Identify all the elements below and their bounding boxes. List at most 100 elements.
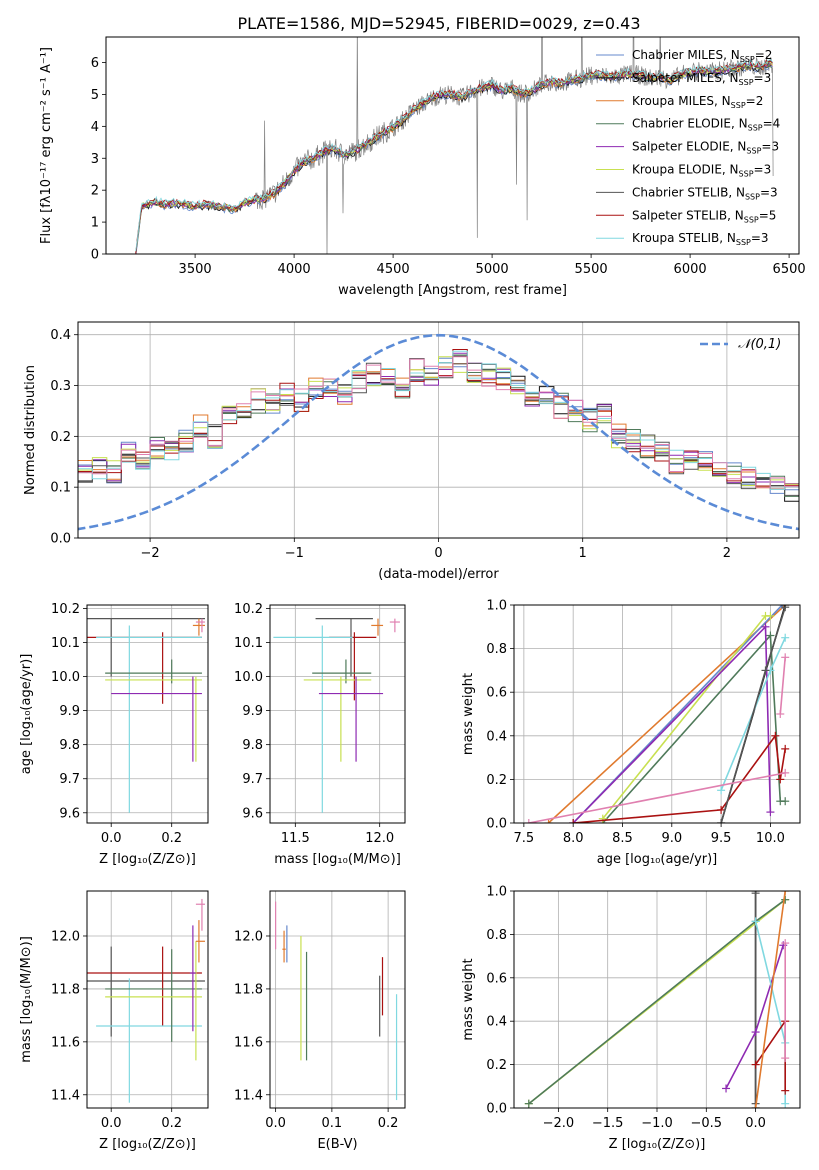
x-tick-label: 9.5: [711, 831, 732, 846]
error-bar-point: [273, 625, 353, 813]
y-tick-label: 1.0: [486, 599, 507, 614]
mass-weight-marker: [781, 633, 790, 642]
error-bar-point: [87, 618, 205, 677]
legend-subscript: SSP: [731, 101, 746, 110]
mass-vs-EBV-chart: 0.0 0.1 0.2 11.4 11.6 11.8 12.0 E(B-V): [234, 890, 406, 1152]
y-tick-label: 0.3: [50, 379, 71, 394]
error-bar-point: [189, 925, 196, 1032]
mass-weight-vs-age-plot-area: [524, 605, 790, 823]
mass-weight-marker: [781, 1086, 790, 1095]
y-tick-label: 12.0: [234, 929, 263, 944]
y-tick-label: 0.4: [50, 328, 71, 343]
age-vs-mass-plot-area: [273, 618, 400, 813]
spectrum-frame: [105, 36, 800, 255]
x-tick-label: 0.0: [265, 1116, 286, 1131]
mass-weight-marker: [771, 731, 780, 740]
mass-weight-marker: [524, 819, 533, 823]
legend-count: =5: [759, 208, 777, 222]
residual-histogram: [78, 350, 799, 491]
y-tick-label: 0.0: [486, 1102, 507, 1117]
y-tick-label: 0.1: [50, 481, 71, 496]
legend-label: Kroupa MILES, N: [632, 94, 731, 108]
mass-weight-marker: [781, 744, 790, 753]
y-tick-label: 0.2: [486, 1058, 507, 1073]
mass-weight-vs-Z-frame: [513, 890, 801, 1109]
mass-weight-series-line: [779, 657, 786, 715]
x-axis-label: Z [log₁₀(Z/Z⊙)]: [609, 1137, 706, 1152]
legend-count: =2: [746, 94, 764, 108]
x-tick-label: 0.2: [161, 1116, 182, 1131]
y-tick-label: 10.0: [234, 670, 263, 685]
legend-label: Chabrier MILES, N: [632, 48, 740, 62]
error-bar-point: [87, 946, 202, 1026]
legend-entry: Salpeter STELIB, NSSP=5: [632, 208, 776, 224]
y-tick-label: 1: [91, 216, 99, 231]
legend-subscript: SSP: [744, 215, 759, 224]
mass-weight-marker: [751, 917, 760, 926]
legend-entry: Salpeter MILES, NSSP=3: [632, 71, 771, 87]
legend-entry: Chabrier MILES, NSSP=2: [632, 48, 772, 64]
spectrum-plot-area: [135, 37, 774, 254]
y-tick-label: 1.0: [486, 885, 507, 900]
legend-subscript: SSP: [746, 147, 761, 156]
age-vs-mass-chart: 11.5 12.0 9.6 9.7 9.8 9.9 10.0 10.1 10.2 mass [lo…: [234, 602, 406, 867]
legend-label: Chabrier STELIB, N: [632, 185, 745, 199]
x-tick-label: 3500: [179, 262, 212, 277]
mass-weight-vs-Z-plot-area: [524, 891, 790, 1108]
mass-weight-marker: [569, 819, 578, 823]
mass-weight-marker: [766, 808, 775, 817]
mass-weight-marker: [722, 1084, 731, 1093]
x-tick-label: 1: [579, 546, 587, 561]
x-tick-label: −1.0: [641, 1116, 673, 1131]
y-tick-label: 4: [91, 120, 99, 135]
legend-entry: Kroupa STELIB, NSSP=3: [632, 231, 769, 247]
mass-vs-Z-frame: [86, 890, 209, 1109]
error-bar-point: [303, 676, 372, 762]
mass-vs-EBV-plot-area: [275, 901, 398, 1101]
x-tick-label: 4500: [377, 262, 410, 277]
legend-label: Kroupa ELODIE, N: [632, 163, 739, 177]
mass-weight-marker: [781, 891, 790, 895]
mass-weight-marker: [781, 768, 790, 777]
mass-weight-vs-Z-chart: −2.0 −1.5 −1.0 −0.5 0.0 0.0 0.2 0.4 0.6 0.8 1.0 Z […: [461, 885, 801, 1152]
y-tick-label: 10.2: [51, 602, 80, 617]
legend-subscript: SSP: [739, 170, 754, 179]
y-tick-label: 11.6: [234, 1035, 263, 1050]
y-tick-label: 0.2: [50, 430, 71, 445]
error-bar-point: [282, 930, 286, 963]
x-axis-label: (data-model)/error: [378, 567, 499, 582]
y-tick-label: 12.0: [51, 929, 80, 944]
x-tick-label: 7.5: [514, 831, 535, 846]
x-tick-label: 2: [723, 546, 731, 561]
y-tick-label: 11.8: [234, 982, 263, 997]
legend-entry: Chabrier STELIB, NSSP=3: [632, 185, 778, 201]
y-tick-label: 9.9: [242, 704, 263, 719]
y-tick-label: 0.8: [486, 928, 507, 943]
mass-weight-marker: [598, 814, 607, 823]
model-spectrum-line: [135, 62, 773, 253]
y-tick-label: 9.7: [59, 772, 80, 787]
x-tick-label: 6500: [773, 262, 806, 277]
error-bar-point: [195, 920, 205, 963]
x-tick-label: 0.0: [101, 831, 122, 846]
legend-entry: Kroupa ELODIE, NSSP=3: [632, 163, 771, 179]
y-axis-label: mass weight: [461, 958, 476, 1040]
x-tick-label: 0.2: [378, 1116, 399, 1131]
residual-histogram: [78, 352, 799, 511]
y-tick-label: 5: [91, 88, 99, 103]
error-bar-point: [195, 618, 205, 633]
x-tick-label: 10.0: [756, 831, 785, 846]
mass-weight-marker: [751, 891, 760, 898]
y-tick-label: 9.6: [242, 806, 263, 821]
mass-weight-marker: [761, 622, 770, 631]
y-tick-label: 9.8: [242, 738, 263, 753]
y-tick-label: 11.8: [51, 982, 80, 997]
x-tick-label: 0.2: [161, 831, 182, 846]
legend-count: =3: [754, 71, 772, 85]
mass-weight-marker: [751, 1028, 760, 1037]
mass-weight-marker: [761, 666, 770, 675]
error-bar-point: [111, 676, 202, 762]
age-vs-Z-chart: 0.0 0.2 9.6 9.7 9.8 9.9 10.0 10.1 10.2 Z [log₁₀(Z…: [19, 602, 209, 867]
